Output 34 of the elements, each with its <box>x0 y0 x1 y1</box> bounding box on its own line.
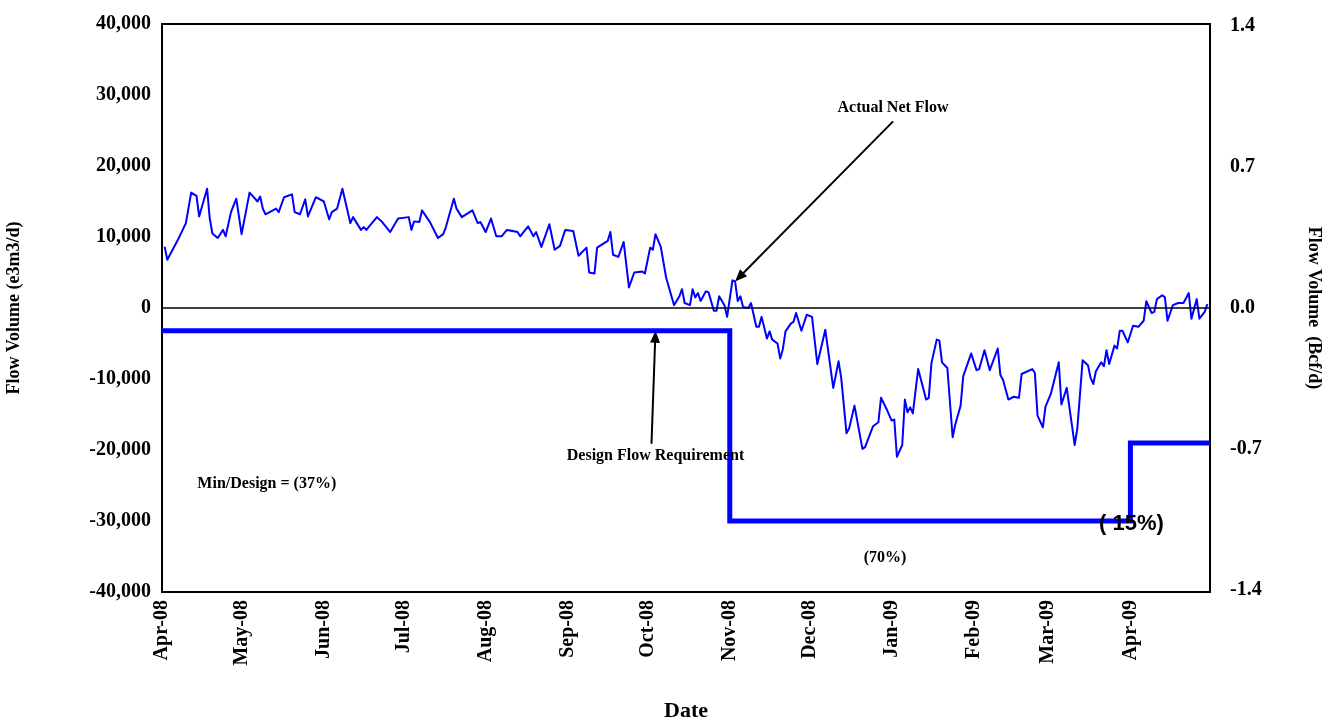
x-tick-label: Jan-09 <box>878 600 901 658</box>
y2-axis-title: Flow Volume (Bcf/d) <box>1303 226 1325 390</box>
x-tick-label: Jun-08 <box>311 600 334 659</box>
y2-tick-label: 0.0 <box>1230 295 1255 318</box>
y-tick-label: -20,000 <box>89 437 151 460</box>
annotation: ( 15%) <box>1099 509 1164 535</box>
x-tick-label: Nov-08 <box>716 600 739 662</box>
x-tick-label: Apr-09 <box>1117 600 1141 661</box>
annotation: (70%) <box>863 548 907 567</box>
y-tick-label: 30,000 <box>96 82 151 105</box>
x-tick-label: Feb-09 <box>961 600 984 659</box>
x-axis-title: Date <box>664 697 709 723</box>
y2-tick-label: -0.7 <box>1230 436 1262 459</box>
y2-tick-label: 1.4 <box>1230 13 1255 36</box>
x-tick-label: Jul-08 <box>390 600 413 654</box>
x-tick-label: Aug-08 <box>472 600 496 663</box>
y-axis-title: Flow Volume (e3m3/d) <box>3 221 25 395</box>
y-tick-label: 0 <box>141 295 151 318</box>
x-tick-label: May-08 <box>228 600 252 666</box>
y-tick-label: -40,000 <box>89 579 151 602</box>
y-tick-label: 20,000 <box>96 153 151 176</box>
annotation: Min/Design = (37%) <box>197 474 337 493</box>
x-tick-label: Sep-08 <box>555 600 579 658</box>
y-tick-label: -10,000 <box>89 366 151 389</box>
x-tick-label: Oct-08 <box>634 600 657 658</box>
x-tick-label: Dec-08 <box>796 600 819 659</box>
y-tick-label: 10,000 <box>96 224 151 247</box>
y-tick-label: -30,000 <box>89 508 151 531</box>
y2-tick-label: -1.4 <box>1230 577 1262 600</box>
y-tick-label: 40,000 <box>96 11 151 34</box>
annotation: Actual Net Flow <box>837 97 950 115</box>
x-tick-label: Apr-08 <box>149 600 173 661</box>
x-tick-label: Mar-09 <box>1035 600 1058 664</box>
y2-tick-label: 0.7 <box>1230 154 1255 177</box>
